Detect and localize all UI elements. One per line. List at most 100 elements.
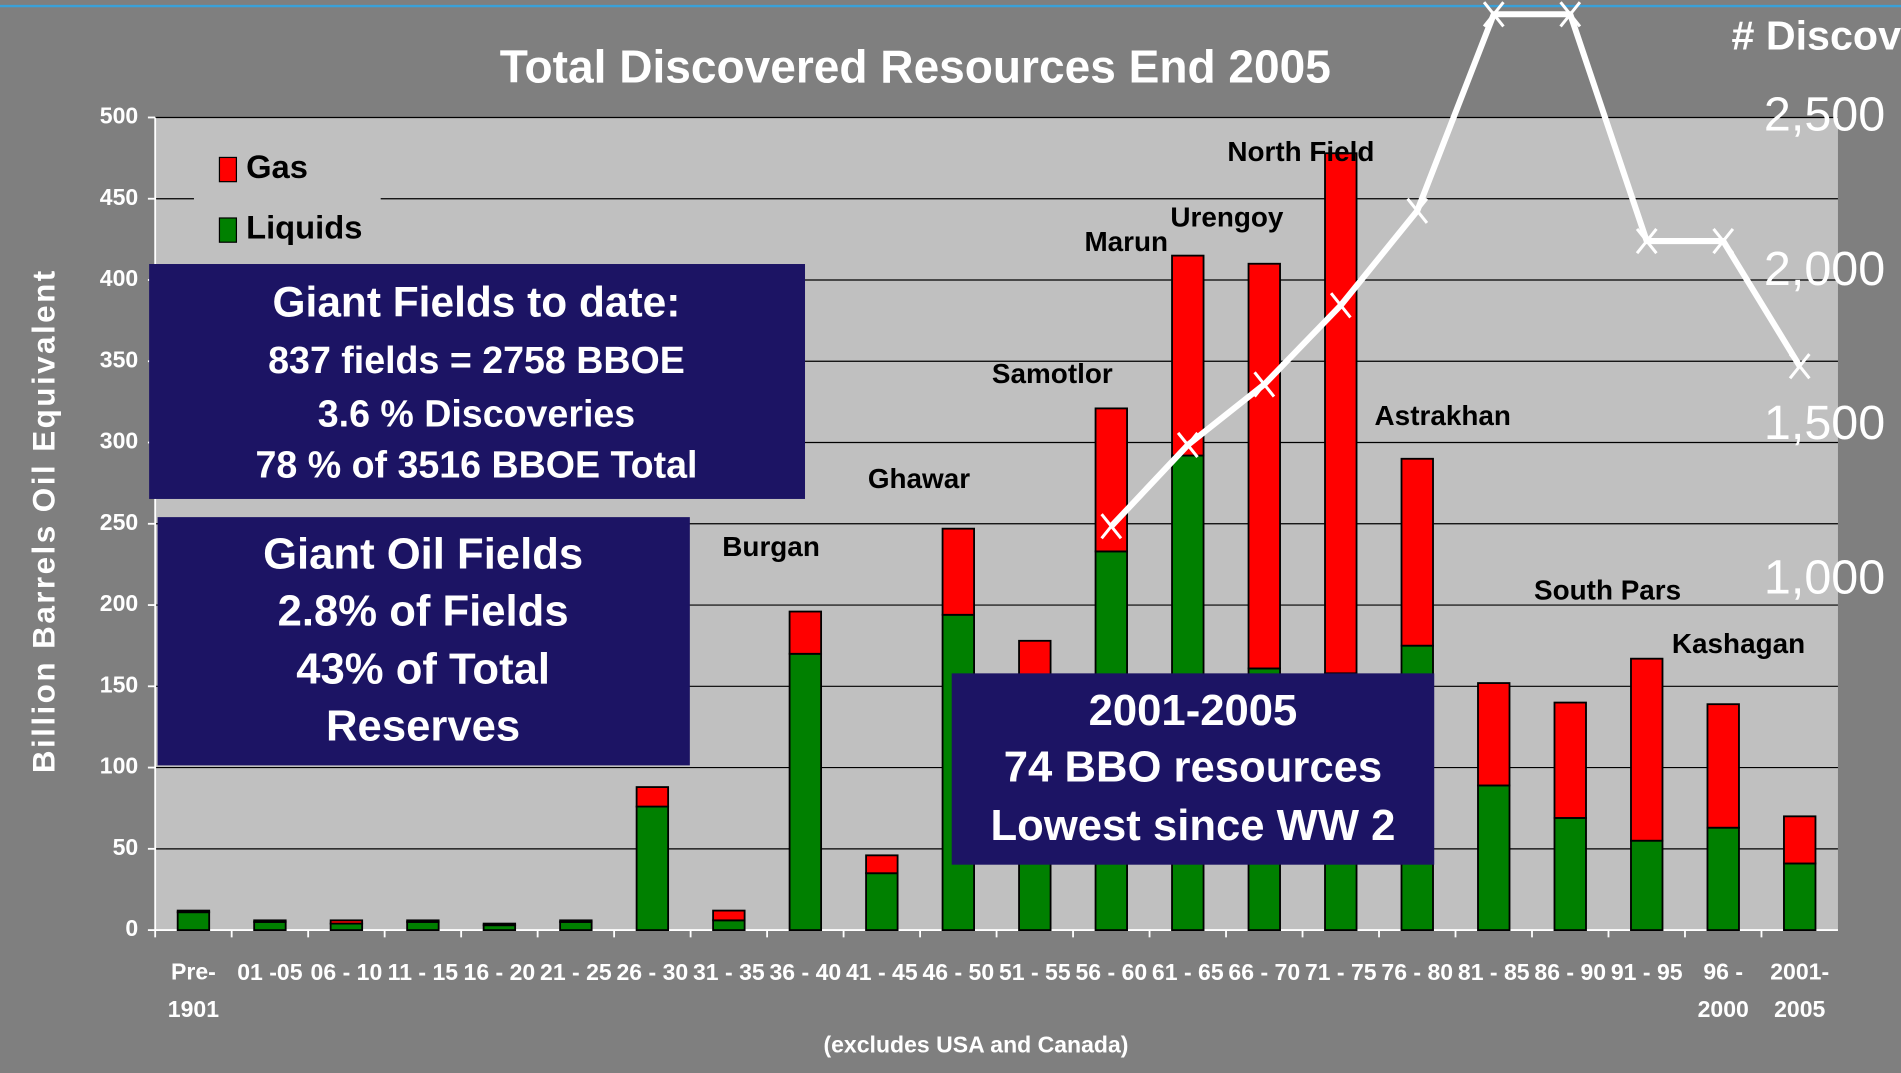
field-annotation: Samotlor (992, 358, 1113, 389)
y-tick-label: 350 (100, 346, 138, 372)
x-note: (excludes USA and Canada) (823, 1031, 1128, 1057)
y2-axis-label: # Discov (1731, 13, 1901, 59)
discoveries-marker (1176, 431, 1199, 459)
bar-segment (1018, 639, 1052, 680)
x-tick-label: 26 - 30 (617, 959, 689, 985)
bar-segment (1553, 817, 1587, 932)
bar-segment (559, 919, 593, 923)
field-annotation: Astrakhan (1375, 400, 1511, 431)
y-tick-label: 400 (100, 265, 138, 291)
discoveries-marker (1253, 371, 1276, 398)
y2-tick-label: 1,500 (1764, 396, 1885, 450)
x-tick-label: 96 -2000 (1698, 959, 1749, 1023)
discoveries-marker (1559, 1, 1582, 28)
bar-segment (406, 921, 440, 932)
bar-segment (1094, 407, 1128, 553)
bar-segment (1630, 657, 1664, 842)
bar-segment (1783, 862, 1817, 932)
y-tick-label: 450 (100, 184, 138, 210)
field-annotation: Marun (1084, 226, 1168, 257)
bar-segment (482, 922, 517, 927)
y-tick-label: 100 (100, 753, 138, 779)
field-annotation: Burgan (722, 531, 820, 562)
bar-segment (1706, 826, 1740, 932)
x-tick-label: 56 - 60 (1075, 959, 1147, 985)
text-box-line: Giant Fields to date: (273, 278, 681, 325)
text-box (149, 264, 806, 499)
field-annotation: South Pars (1534, 575, 1681, 606)
text-box-line: Giant Oil Fields (263, 531, 583, 579)
x-tick-label: 71 - 75 (1305, 959, 1377, 985)
text-box-line: 2001-2005 (1089, 687, 1298, 735)
y-tick-label: 150 (100, 671, 138, 697)
y2-tick-label: 1,000 (1764, 551, 1885, 605)
bar-segment (865, 872, 899, 932)
x-tick-label: Pre-1901 (168, 959, 219, 1023)
text-box (157, 517, 690, 766)
text-box-line: 837 fields = 2758 BBOE (268, 339, 685, 381)
text-box-line: Lowest since WW 2 (991, 802, 1396, 850)
x-tick-label: 81 - 85 (1458, 959, 1530, 985)
bar-segment (176, 909, 211, 914)
bar-segment (329, 919, 364, 925)
field-annotation: Kashagan (1672, 628, 1805, 659)
bar-segment (788, 652, 823, 932)
x-tick-label: 01 -05 (237, 959, 302, 985)
bar-segment (712, 909, 746, 922)
text-box-line: 3.6 % Discoveries (318, 393, 635, 435)
x-tick-label: 66 - 70 (1228, 959, 1300, 985)
x-tick-label: 86 - 90 (1534, 959, 1606, 985)
y-tick-label: 50 (113, 834, 139, 860)
discoveries-marker (1482, 1, 1505, 28)
y2-tick-label: 2,500 (1764, 87, 1885, 141)
y2-tick-label: 2,000 (1764, 242, 1885, 296)
bar-segment (941, 527, 975, 616)
legend-swatch (218, 156, 238, 183)
x-tick-label: 36 - 40 (769, 959, 841, 985)
bar-segment (329, 922, 364, 932)
y-tick-label: 300 (100, 428, 138, 454)
text-box-line: 43% of Total (296, 646, 550, 694)
bar-segment (635, 805, 670, 932)
x-tick-label: 46 - 50 (922, 959, 994, 985)
discoveries-marker (1100, 513, 1123, 540)
bar-segment (712, 919, 746, 932)
x-tick-label: 41 - 45 (846, 959, 918, 985)
x-tick-label: 76 - 80 (1381, 959, 1453, 985)
bar-segment (1400, 457, 1434, 647)
field-annotation: North Field (1227, 136, 1374, 167)
legend-swatch (218, 217, 238, 243)
field-annotation: Urengoy (1170, 202, 1284, 233)
text-box-line: 78 % of 3516 BBOE Total (256, 443, 698, 485)
discoveries-marker (1712, 228, 1735, 255)
x-tick-label: 11 - 15 (388, 959, 459, 985)
x-tick-label: 16 - 20 (464, 959, 536, 985)
text-box-line: 2.8% of Fields (278, 588, 569, 636)
bar-segment (176, 911, 211, 932)
x-tick-label: 61 - 65 (1152, 959, 1224, 985)
bar-segment (1477, 682, 1511, 787)
bar-segment (1324, 152, 1358, 675)
bar-segment (253, 919, 287, 923)
legend-label: Gas (246, 148, 308, 185)
bar-segment (253, 921, 287, 932)
x-tick-label: 2001-2005 (1770, 959, 1829, 1023)
bar-segment (559, 921, 593, 932)
legend-label: Liquids (246, 209, 362, 246)
bar-segment (788, 610, 823, 655)
bar-segment (1171, 254, 1205, 457)
chart-title: Total Discovered Resources End 2005 (500, 40, 1331, 92)
discoveries-marker (1788, 353, 1811, 380)
bar-segment (1477, 784, 1511, 932)
x-tick-label: 06 - 10 (311, 959, 383, 985)
y-axis-label: Billion Barrels Oil Equivalent (25, 268, 61, 773)
x-tick-label: 91 - 95 (1611, 959, 1683, 985)
bar-segment (1783, 815, 1817, 865)
y-tick-label: 200 (100, 590, 138, 616)
x-tick-label: 31 - 35 (693, 959, 765, 985)
bar-segment (865, 854, 899, 875)
bar-segment (1247, 262, 1281, 670)
bar-segment (1553, 701, 1587, 819)
x-tick-label: 51 - 55 (999, 959, 1071, 985)
